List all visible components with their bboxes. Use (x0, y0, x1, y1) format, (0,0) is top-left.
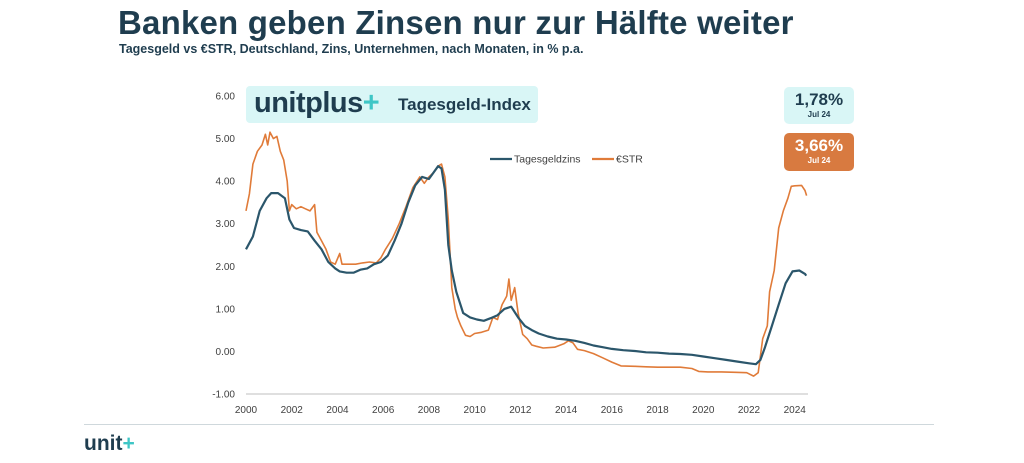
plus-icon: + (122, 432, 135, 455)
estr-date: Jul 24 (807, 156, 831, 165)
y-tick-label: 2.00 (216, 262, 236, 273)
unitplus-logo: unitplus+ (254, 87, 380, 120)
unitplus-logo-text: unitplus (254, 87, 363, 119)
estr-value-badge: 3,66% Jul 24 (784, 133, 854, 171)
x-tick-label: 2016 (601, 405, 624, 416)
legend-label: Tagesgeldzins (514, 154, 581, 166)
estr-value: 3,66% (794, 136, 844, 155)
unit-footer-logo: unit+ (84, 432, 135, 456)
y-tick-label: 5.00 (216, 134, 236, 145)
tagesgeld-value: 1,78% (794, 90, 844, 109)
x-tick-label: 2010 (464, 405, 487, 416)
series-line-tagesgeldzins (245, 165, 808, 366)
legend-label: €STR (616, 154, 643, 166)
y-tick-label: 0.00 (216, 347, 236, 358)
x-tick-label: 2022 (738, 405, 761, 416)
x-tick-label: 2002 (281, 405, 304, 416)
footer-divider (84, 424, 934, 425)
tagesgeld-value-badge: 1,78% Jul 24 (784, 87, 854, 124)
y-tick-label: -1.00 (212, 390, 235, 401)
brand-banner: unitplus+ Tagesgeld-Index (246, 86, 538, 123)
chart-title: Banken geben Zinsen nur zur Hälfte weite… (118, 4, 794, 41)
y-tick-label: 3.00 (216, 219, 236, 230)
x-tick-label: 2004 (326, 405, 349, 416)
x-tick-label: 2018 (646, 405, 669, 416)
x-tick-label: 2000 (235, 405, 258, 416)
tagesgeld-date: Jul 24 (807, 110, 831, 119)
y-tick-label: 4.00 (216, 177, 236, 188)
x-tick-label: 2014 (555, 405, 578, 416)
x-tick-label: 2024 (784, 405, 807, 416)
x-tick-label: 2008 (418, 405, 441, 416)
y-tick-label: 6.00 (216, 92, 236, 103)
x-tick-label: 2012 (509, 405, 532, 416)
x-tick-label: 2020 (692, 405, 715, 416)
series-line-estr (245, 131, 808, 377)
plus-icon: + (362, 87, 380, 119)
y-tick-label: 1.00 (216, 304, 236, 315)
unit-logo-text: unit (84, 432, 123, 455)
index-label: Tagesgeld-Index (398, 95, 531, 114)
x-tick-label: 2006 (372, 405, 395, 416)
chart-subtitle: Tagesgeld vs €STR, Deutschland, Zins, Un… (119, 42, 584, 56)
